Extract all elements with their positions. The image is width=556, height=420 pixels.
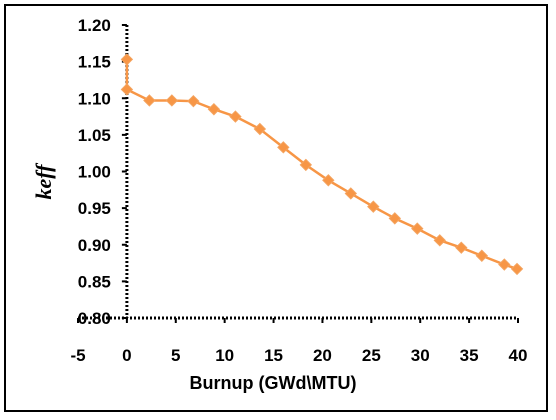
data-point (455, 241, 468, 254)
x-tick-label: 35 (460, 346, 479, 365)
y-tick-label: 1.20 (78, 16, 111, 35)
data-point (322, 174, 335, 187)
axes (78, 25, 518, 320)
y-tick-label: 1.10 (78, 89, 111, 108)
y-tick-label: 1.00 (78, 163, 111, 182)
data-point (433, 234, 446, 247)
x-tick-label: 15 (264, 346, 283, 365)
y-axis-ticks: 0.80 0.85 0.90 0.95 1.00 1.05 1.10 1.15 1.20 (78, 16, 127, 328)
data-point (475, 249, 489, 262)
data-point (344, 187, 358, 200)
y-tick-label: 1.05 (78, 126, 111, 145)
y-tick-label: 0.85 (78, 272, 111, 291)
y-tick-label: 0.90 (78, 236, 111, 255)
data-point (120, 53, 134, 66)
x-tick-label: 10 (215, 346, 234, 365)
y-axis-title: keff (31, 162, 56, 200)
data-point (411, 222, 424, 235)
chart-frame (4, 4, 548, 412)
data-point (277, 141, 290, 154)
x-tick-label: 20 (313, 346, 332, 365)
data-point (367, 200, 380, 213)
x-axis-ticks: -5 0 5 10 15 20 25 30 35 40 (70, 318, 527, 365)
data-point (299, 158, 313, 172)
x-tick-label: 30 (411, 346, 430, 365)
data-point (510, 262, 524, 276)
series-line (125, 59, 518, 271)
data-point (498, 258, 511, 271)
data-point (143, 94, 156, 107)
y-tick-label: 0.80 (78, 309, 111, 328)
x-tick-label: 5 (171, 346, 180, 365)
data-point (229, 110, 242, 123)
data-point (187, 94, 200, 108)
y-tick-label: 1.15 (78, 53, 111, 72)
data-point (253, 122, 267, 136)
x-tick-label: -5 (70, 346, 85, 365)
data-point (207, 103, 221, 116)
x-axis-title: Burnup (GWd\MTU) (190, 373, 357, 393)
y-tick-label: 0.95 (78, 199, 111, 218)
data-point (165, 94, 179, 107)
data-point (120, 83, 134, 96)
series-layer (120, 53, 524, 276)
x-tick-label: 40 (509, 346, 528, 365)
x-tick-label: 25 (362, 346, 381, 365)
data-point (388, 212, 402, 225)
x-tick-label: 0 (122, 346, 131, 365)
